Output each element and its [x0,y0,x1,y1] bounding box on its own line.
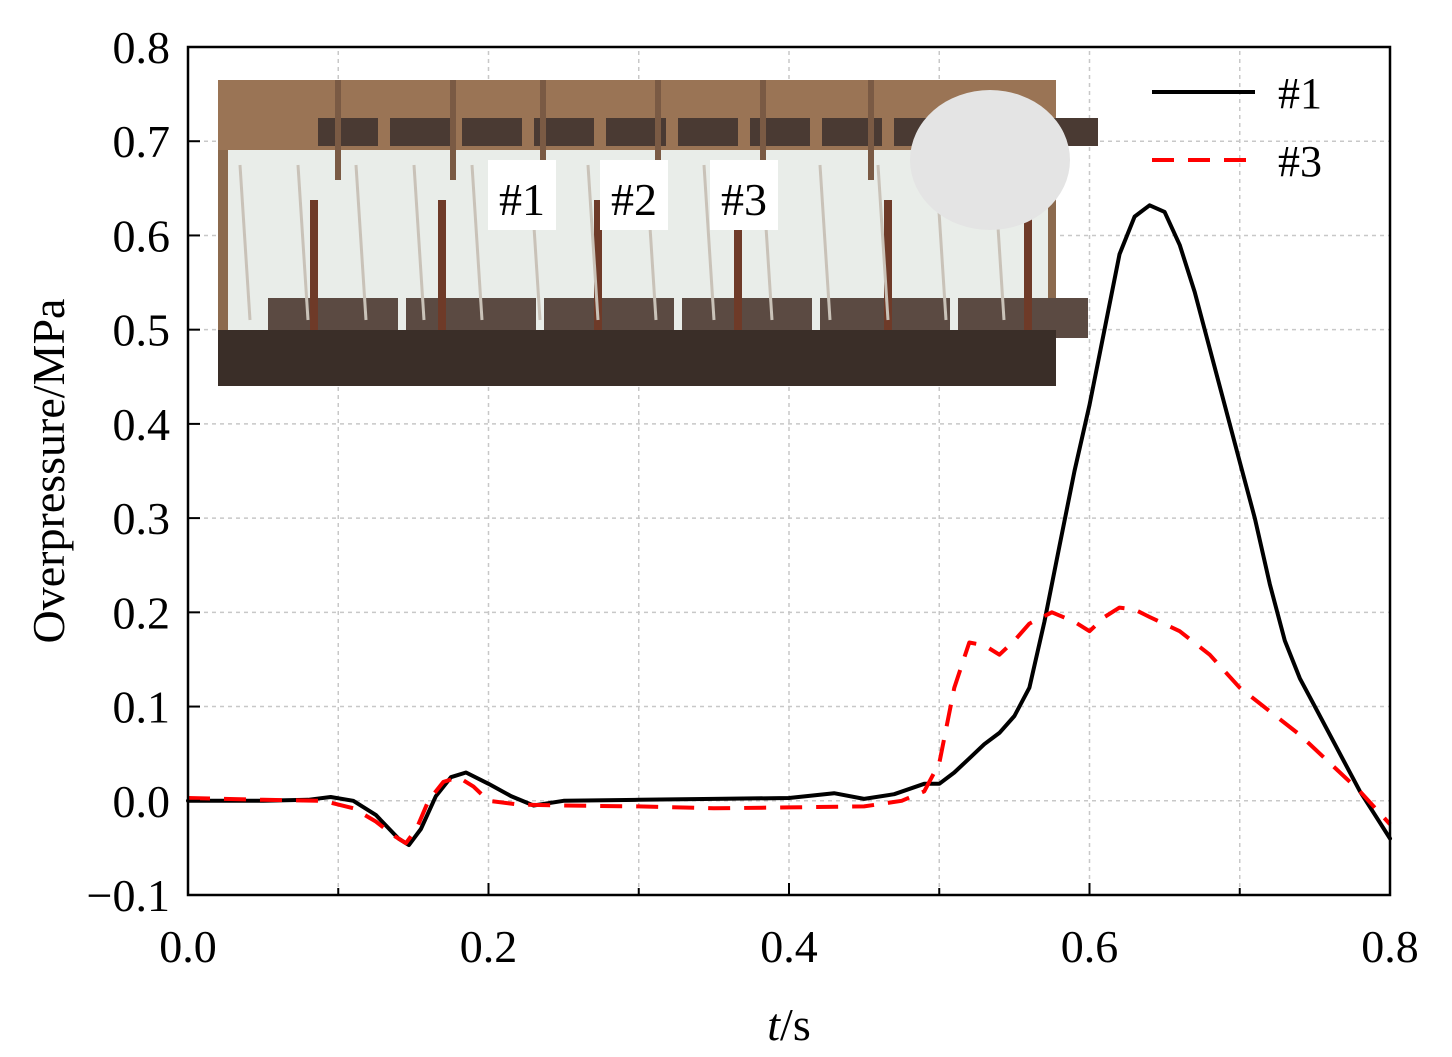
legend-label-1: #1 [1278,69,1322,118]
y-axis-label: Overpressure/MPa [23,299,74,644]
photo-rod [335,80,341,180]
y-tick-label: −0.1 [87,870,170,921]
photo-crack [238,164,252,321]
y-tick-label: 0.6 [113,210,171,261]
photo-label-box-2 [600,160,668,230]
y-tick-label: 0.4 [113,399,171,450]
x-tick-label: 0.6 [1061,921,1119,972]
photo-rod [760,80,766,180]
photo-label-3: #3 [721,174,767,225]
photo-block [462,118,522,146]
inset-photo: #1 #2 #3 [218,80,1098,386]
photo-post [594,200,602,360]
x-tick-label: 0.8 [1361,921,1419,972]
series-line-3 [187,605,1392,846]
photo-crack [876,164,890,321]
photo-block [678,118,738,146]
y-tick-label: 0.3 [113,493,171,544]
legend: #1 #3 [1152,69,1322,186]
photo-base [218,330,1056,386]
photo-rod [540,80,546,180]
photo-post [1024,200,1032,360]
photo-post [884,200,892,360]
photo-block [750,118,810,146]
photo-label-box-1 [488,160,556,230]
x-tick-label: 0.4 [760,921,818,972]
photo-crack [586,164,600,321]
x-tick-label: 0.2 [460,921,518,972]
x-tick-label: 0.0 [159,921,217,972]
photo-post [310,200,318,360]
photo-crack [702,164,716,321]
x-axis-label-unit: /s [780,999,811,1050]
photo-block [318,118,378,146]
y-tick-label: 0.1 [113,682,171,733]
tick-layer: 0.0 0.2 0.4 0.6 0.8−0.10.00.10.20.30.40.50.6… [87,22,1419,972]
legend-label-3: #3 [1278,137,1322,186]
y-tick-label: 0.5 [113,305,171,356]
y-tick-label: 0.7 [113,116,171,167]
x-axis-label-var: t [767,999,781,1050]
photo-label-box-3 [710,160,778,230]
photo-crack [412,164,426,321]
photo-label-2: #2 [611,174,657,225]
x-axis-label: t/s [767,999,810,1050]
photo-rod [868,80,874,180]
photo-crack [354,164,368,321]
y-tick-label: 0.2 [113,587,171,638]
photo-sandbags [910,90,1070,230]
photo-crack [296,164,310,321]
photo-crack [818,164,832,321]
photo-post [438,200,446,360]
series-layer [186,203,1392,848]
photo-label-1: #1 [499,174,545,225]
photo-post [734,200,742,360]
y-tick-label: 0.8 [113,22,171,73]
photo-crack [470,164,484,321]
photo-block [390,118,450,146]
series-line-1 [186,203,1392,848]
photo-rod [655,80,661,180]
y-tick-label: 0.0 [113,776,171,827]
photo-rod [450,80,456,180]
